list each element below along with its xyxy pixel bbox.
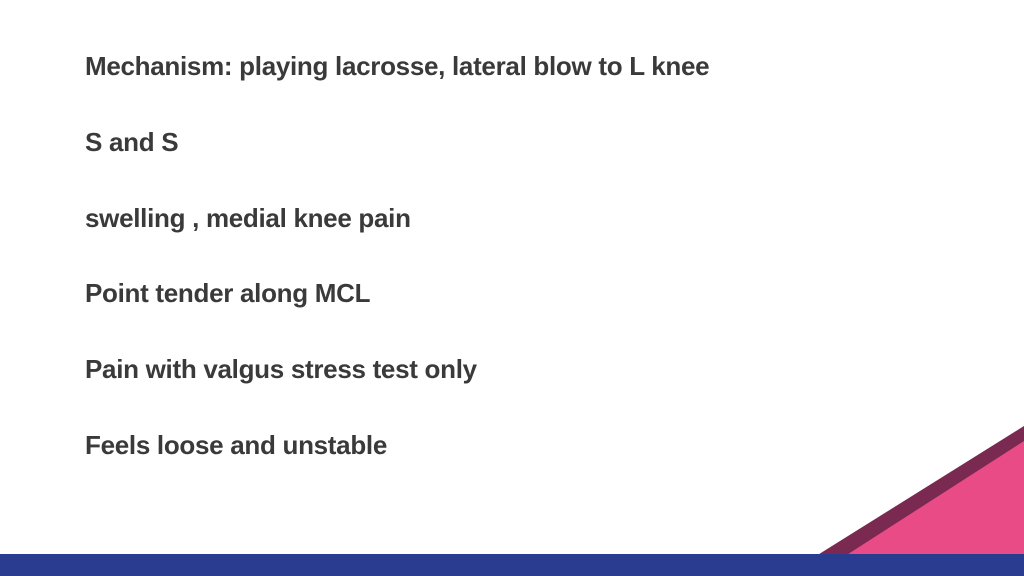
bottom-accent-bar [0, 554, 1024, 576]
text-line: swelling , medial knee pain [85, 202, 964, 236]
text-line: Pain with valgus stress test only [85, 353, 964, 387]
text-line: Mechanism: playing lacrosse, lateral blo… [85, 50, 964, 84]
text-line: Point tender along MCL [85, 277, 964, 311]
text-line: S and S [85, 126, 964, 160]
